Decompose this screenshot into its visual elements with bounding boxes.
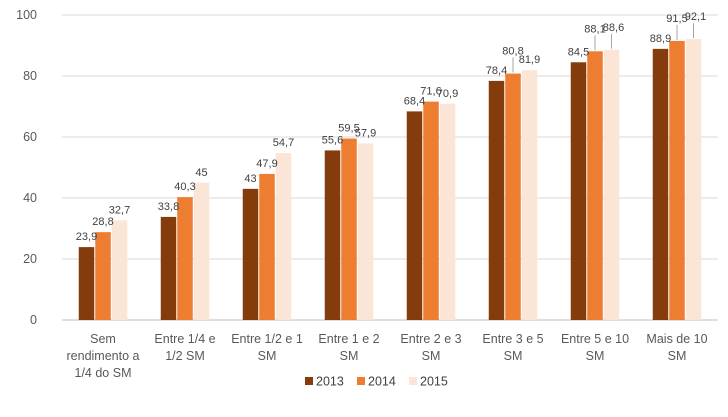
data-label-2015: 57,9 — [355, 127, 376, 139]
category-label-line: 1/4 do SM — [75, 366, 132, 380]
data-label-2014: 47,9 — [256, 158, 277, 170]
category-label-line: Entre 1 e 2 — [318, 332, 379, 346]
data-label-2013: 84,5 — [568, 46, 589, 58]
y-tick-label: 0 — [30, 313, 37, 327]
legend-swatch-2014 — [357, 377, 365, 385]
bar-2015 — [111, 220, 128, 320]
data-label-2013: 88,9 — [650, 33, 671, 45]
category-label-line: 1/2 SM — [165, 349, 205, 363]
bars — [78, 39, 702, 321]
data-label-2014: 40,3 — [174, 181, 195, 193]
legend-swatch-2013 — [305, 377, 313, 385]
data-label-2014: 88,1 — [584, 23, 605, 35]
category-label: Entre 1/2 e 1 SM — [231, 332, 303, 363]
data-label-2014: 80,8 — [502, 46, 523, 58]
data-label-2013: 55,6 — [322, 134, 343, 146]
bar-2014 — [423, 101, 439, 321]
data-label-2013: 78,4 — [486, 65, 507, 77]
x-axis-category-labels: Sem rendimento a 1/4 do SM Entre 1/4 e 1/2 S… — [67, 332, 708, 380]
data-label-2015: 54,7 — [273, 137, 294, 149]
category-label: Entre 5 e 10 SM — [561, 332, 629, 363]
category-label: Entre 2 e 3 SM — [400, 332, 461, 363]
bar-2014 — [505, 73, 521, 320]
bar-2014 — [341, 138, 357, 320]
bar-2014 — [177, 197, 193, 320]
bar-2013 — [242, 188, 259, 320]
data-label-2015: 45 — [195, 167, 207, 179]
legend-label-2015: 2015 — [420, 375, 448, 389]
category-label: Entre 1/4 e 1/2 SM — [154, 332, 215, 363]
bar-2013 — [78, 247, 95, 320]
category-label-line: SM — [504, 349, 523, 363]
data-label-2015: 32,7 — [109, 204, 130, 216]
category-label: Entre 3 e 5 SM — [482, 332, 543, 363]
y-tick-label: 20 — [23, 252, 37, 266]
bar-2014 — [669, 40, 685, 321]
category-label-line: Entre 2 e 3 — [400, 332, 461, 346]
category-label: Mais de 10 SM — [646, 332, 707, 363]
legend-swatch-2015 — [409, 377, 417, 385]
bar-2015 — [193, 182, 210, 320]
category-label: Entre 1 e 2 SM — [318, 332, 379, 363]
category-label-line: SM — [586, 349, 605, 363]
category-label-line: SM — [422, 349, 441, 363]
bar-2015 — [603, 49, 620, 321]
bar-2013 — [160, 216, 177, 320]
category-label-line: Entre 1/4 e — [154, 332, 215, 346]
y-tick-label: 100 — [16, 8, 37, 22]
gridlines — [62, 14, 718, 321]
bar-2014 — [587, 51, 603, 321]
bar-2015 — [685, 39, 702, 320]
bar-2013 — [406, 111, 423, 320]
category-label-line: SM — [340, 349, 359, 363]
data-label-2014: 59,5 — [338, 123, 359, 135]
bar-2014 — [95, 232, 111, 320]
bar-2015 — [275, 153, 292, 320]
bar-2015 — [439, 103, 456, 320]
category-label-line: Entre 5 e 10 — [561, 332, 629, 346]
y-tick-label: 60 — [23, 130, 37, 144]
data-label-2013: 33,8 — [158, 201, 179, 213]
data-label-2014: 91,5 — [666, 13, 687, 25]
data-label-2015: 88,6 — [603, 22, 624, 34]
category-label: Sem rendimento a 1/4 do SM — [67, 332, 140, 380]
bar-2014 — [259, 173, 275, 320]
data-label-2013: 43 — [244, 173, 256, 185]
y-tick-label: 80 — [23, 69, 37, 83]
category-label-line: Sem — [90, 332, 116, 346]
legend: 2013 2014 2015 — [305, 375, 448, 389]
bar-2013 — [324, 150, 341, 320]
legend-label-2014: 2014 — [368, 375, 396, 389]
data-label-2015: 81,9 — [519, 54, 540, 66]
bar-2013 — [570, 62, 587, 321]
data-label-2015: 70,9 — [437, 88, 458, 100]
category-label-line: SM — [668, 349, 687, 363]
data-label-2013: 68,4 — [404, 95, 425, 107]
bar-2013 — [488, 80, 505, 320]
legend-label-2013: 2013 — [316, 375, 344, 389]
category-label-line: Entre 1/2 e 1 — [231, 332, 303, 346]
y-tick-label: 40 — [23, 191, 37, 205]
data-label-2014: 28,8 — [92, 216, 113, 228]
category-label-line: Mais de 10 — [646, 332, 707, 346]
category-label-line: rendimento a — [67, 349, 140, 363]
y-axis-tick-labels: 0 20 40 60 80 100 — [16, 8, 37, 327]
data-label-2014: 71,6 — [420, 86, 441, 98]
bar-2015 — [521, 70, 538, 320]
category-label-line: SM — [258, 349, 277, 363]
bar-2013 — [652, 48, 669, 320]
data-label-2015: 92,1 — [685, 11, 706, 23]
data-label-2013: 23,9 — [76, 231, 97, 243]
bar-2015 — [357, 143, 374, 320]
category-label-line: Entre 3 e 5 — [482, 332, 543, 346]
